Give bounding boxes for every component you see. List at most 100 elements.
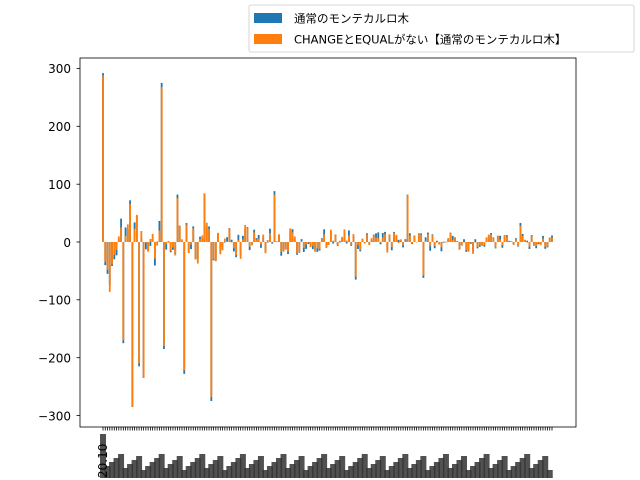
bar-series-0 [266,242,269,243]
bar-series-0 [300,239,303,242]
x-tick-label-mark [447,468,454,478]
bar-series-1 [429,242,432,247]
x-tick-label-mark [127,464,134,478]
bar-series-1 [397,242,400,244]
bar-series-1 [327,242,330,246]
x-tick-label-mark [109,462,116,478]
x-tick-label-mark [393,462,400,478]
bar-series-1 [158,230,161,242]
bar-series-1 [485,237,488,242]
x-tick-label-mark [163,468,170,478]
bar-series-1 [406,194,409,242]
bar-series-1 [467,242,470,252]
x-tick-label-mark [118,454,125,478]
bar-series-0 [156,241,159,243]
x-tick-label-mark [203,468,210,478]
bar-series-1 [415,242,418,243]
x-tick-label-mark [185,466,192,478]
bar-series-1 [395,234,398,242]
bar-series-1 [217,232,219,242]
bar-series-1 [160,87,163,242]
bar-series-1 [474,242,477,243]
bar-series-0 [379,242,382,245]
bar-series-1 [352,234,355,242]
x-tick-label-mark [181,470,188,478]
bar-series-1 [343,229,346,242]
x-tick-label-mark [384,470,391,478]
bar-series-0 [474,239,477,242]
bar-series-0 [226,237,228,242]
bar-series-1 [402,242,404,246]
y-axis: 300 200 100 0 −100 −200 −300 [38,62,80,424]
bar-series-1 [339,240,341,242]
bar-series-1 [172,242,174,248]
y-tick-label: 100 [48,178,71,192]
bar-series-1 [296,242,298,254]
x-tick-label-mark [194,458,201,478]
bar-series-1 [311,242,314,247]
bar-series-1 [483,242,486,246]
x-tick-label-mark [515,462,522,478]
bar-series-1 [275,241,278,242]
x-tick-label-mark [149,462,156,478]
bar-series-0 [377,232,380,242]
x-tick-label-mark [352,462,359,478]
bar-series-0 [241,235,244,242]
x-tick-label-mark [244,468,251,478]
bar-series-1 [181,239,183,242]
bar-series-1 [262,234,265,242]
x-tick-label-mark [470,466,477,478]
bar-series-1 [147,242,150,252]
x-tick-label-mark [122,468,129,478]
bar-series-1 [203,193,206,242]
bar-series-0 [508,240,511,242]
bar-series-1 [255,239,258,242]
y-tick-label: 300 [48,62,71,76]
bar-series-1 [320,238,323,242]
bar-series-1 [192,228,195,242]
x-tick-label-mark [248,464,255,478]
bar-series-1 [271,241,274,243]
bar-series-1 [178,225,181,242]
x-tick-label-mark [479,458,486,478]
x-tick-label-mark [497,460,504,478]
bar-series-1 [420,234,423,242]
x-tick-label-mark [280,454,287,478]
bar-series-1 [404,240,407,242]
bar-series-1 [350,242,353,245]
bar-series-1 [190,242,192,245]
bar-series-1 [427,234,429,242]
x-tick-label-mark [379,456,386,478]
bar-series-1 [329,229,332,242]
x-tick-label-mark [361,454,368,478]
bar-series-1 [469,242,472,243]
x-tick-label-mark [208,464,215,478]
bar-series-1 [417,233,420,242]
bar-series-1 [264,242,267,254]
bar-series-1 [379,242,382,243]
bar-series-1 [230,241,233,243]
bar-series-1 [372,235,375,242]
bar-series-1 [153,242,156,259]
x-tick-label-mark [370,464,377,478]
bar-series-1 [194,242,197,260]
bar-series-1 [129,203,131,242]
bar-series-1 [142,242,145,378]
bar-series-1 [413,235,416,242]
bar-series-1 [357,242,359,246]
bar-series-0 [223,242,226,243]
bar-series-1 [542,238,544,242]
bar-series-1 [348,235,350,242]
bar-series-1 [149,238,152,242]
bar-series-1 [505,236,508,242]
bar-series-1 [237,239,240,242]
bar-series-1 [370,238,373,242]
y-tick-label: −100 [38,294,71,308]
bar-series-1 [260,242,262,245]
bar-series-1 [228,228,231,242]
bar-series-1 [422,242,425,276]
x-tick-label-mark [154,458,161,478]
bar-series-1 [368,242,371,246]
bar-series-1 [366,234,368,242]
